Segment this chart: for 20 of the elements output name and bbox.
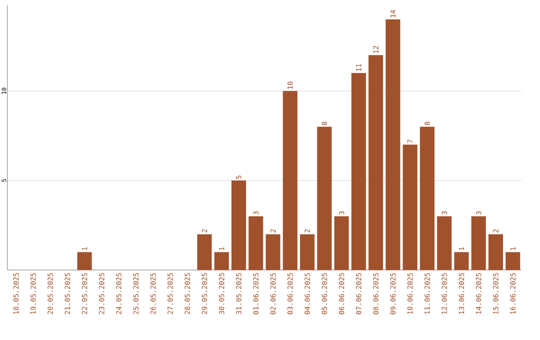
bar <box>506 252 520 270</box>
bar <box>488 234 504 270</box>
bar <box>266 234 280 270</box>
bar <box>248 216 264 270</box>
bar <box>197 234 212 270</box>
bar <box>334 216 349 270</box>
bar <box>386 19 400 270</box>
bar <box>351 73 366 270</box>
bar <box>402 144 418 270</box>
bar <box>77 252 92 270</box>
bar <box>317 126 332 270</box>
bar <box>471 216 486 270</box>
bar <box>454 252 469 270</box>
bar <box>231 180 246 270</box>
bar <box>300 234 315 270</box>
bar <box>282 90 298 270</box>
bar <box>420 126 434 270</box>
bar <box>214 252 229 270</box>
bar <box>437 216 452 270</box>
bar <box>368 55 384 270</box>
